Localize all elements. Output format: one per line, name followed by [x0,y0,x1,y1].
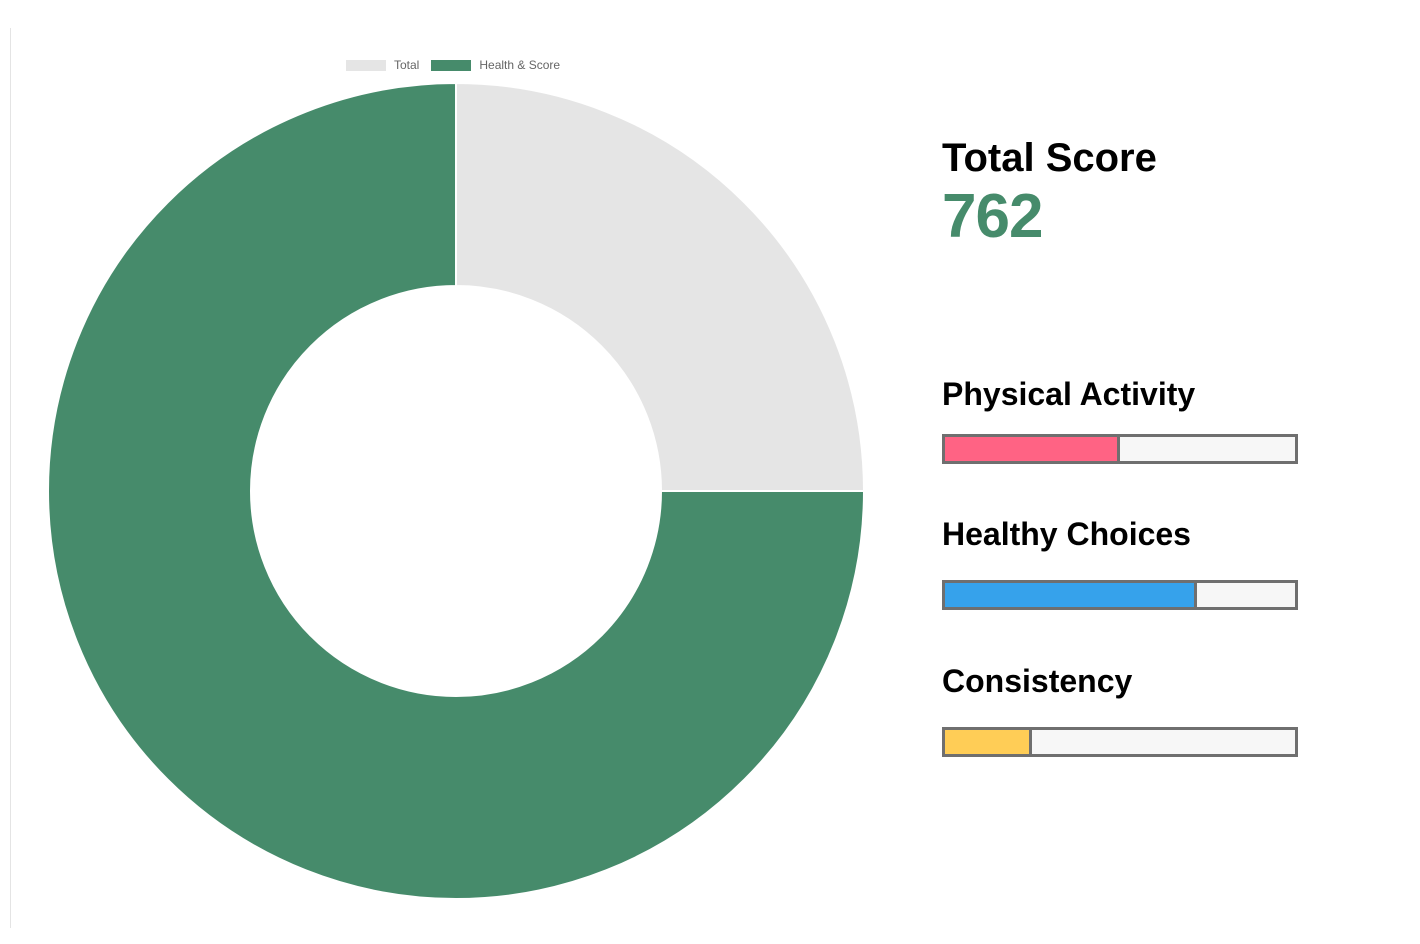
metric-label-healthy-choices: Healthy Choices [942,516,1191,552]
metric-consistency: Consistency [942,663,1302,757]
total-score-value: 762 [942,182,1043,251]
chart-legend: Total Health & Score [346,56,572,74]
progress-bar-consistency [942,727,1298,757]
legend-swatch-health-score [431,59,472,71]
metric-label-physical-activity: Physical Activity [942,376,1196,412]
metric-healthy-choices: Healthy Choices [942,516,1302,610]
progress-fill-physical-activity [945,437,1120,461]
legend-label-health-score: Health & Score [479,58,561,72]
legend-item-total[interactable]: Total [346,58,419,72]
metric-physical-activity: Physical Activity [942,376,1302,464]
progress-bar-physical-activity [942,434,1298,464]
legend-item-health-score[interactable]: Health & Score [431,58,560,72]
legend-swatch-total [346,59,386,71]
total-score-panel: Total Score 762 [942,136,1362,252]
metric-label-consistency: Consistency [942,663,1133,699]
donut-slice-total[interactable] [455,81,866,492]
total-score-title: Total Score [942,136,1157,180]
donut-slice-health-score[interactable] [47,81,866,900]
progress-fill-healthy-choices [945,583,1197,607]
progress-bar-healthy-choices [942,580,1298,610]
page-divider [10,28,11,928]
donut-chart [47,81,866,900]
legend-label-total: Total [394,58,420,72]
progress-fill-consistency [945,730,1032,754]
